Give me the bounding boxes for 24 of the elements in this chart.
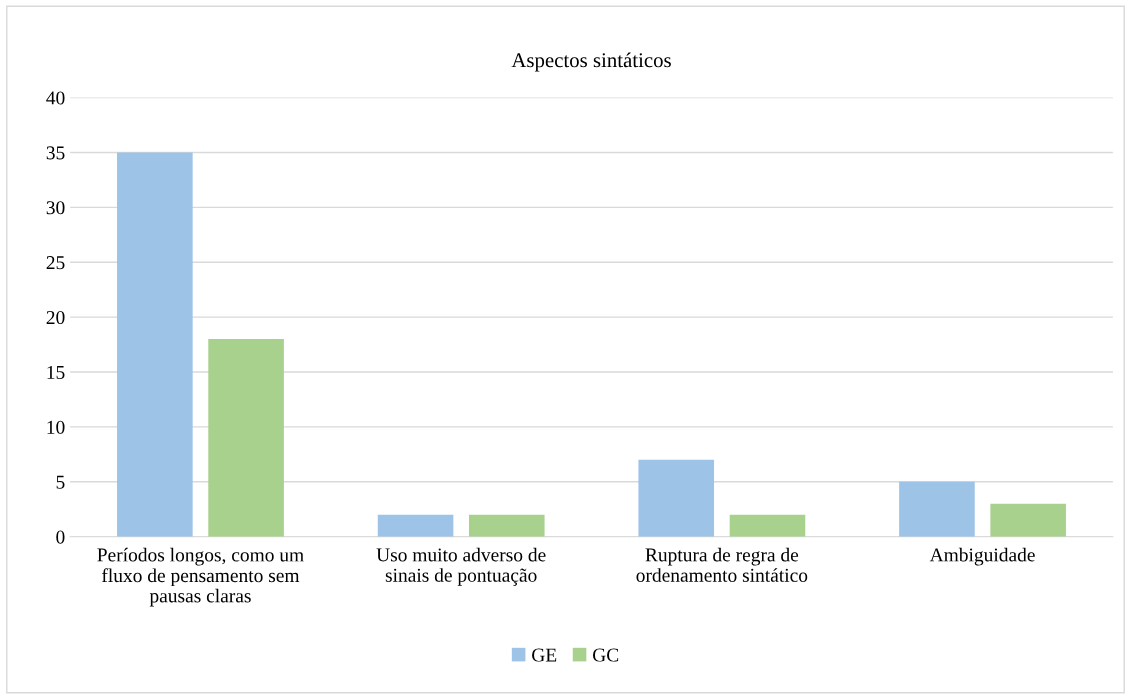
y-tick-label: 15 [47,365,65,379]
x-tick-label: Uso muito adverso de sinais de pontuação [376,547,546,586]
y-tick-label: 5 [56,475,65,489]
x-tick-label: Ruptura de regra de ordenamento sintático [636,547,808,582]
y-tick-label: 25 [46,256,65,270]
bar [117,152,193,537]
bar [990,503,1066,537]
legend-label: GE [532,648,557,662]
chart-title: Aspectos sintáticos [511,52,671,72]
legend-label: GC [592,648,619,662]
bar [638,459,715,537]
x-tick-label: Períodos longos, como um fluxo de pensamento sem pausas claras [97,547,304,607]
bar [377,514,454,537]
x-tick-label: Ambiguidade [929,547,1035,566]
y-tick-label: 10 [47,420,65,434]
bar [899,481,975,537]
y-tick-label: 0 [56,530,65,544]
bar [208,339,284,537]
y-tick-label: 20 [46,310,65,325]
y-tick-label: 40 [46,91,65,105]
y-tick-label: 35 [46,146,65,160]
y-tick-label: 30 [46,201,65,215]
bar [729,514,806,537]
bar [468,514,545,537]
